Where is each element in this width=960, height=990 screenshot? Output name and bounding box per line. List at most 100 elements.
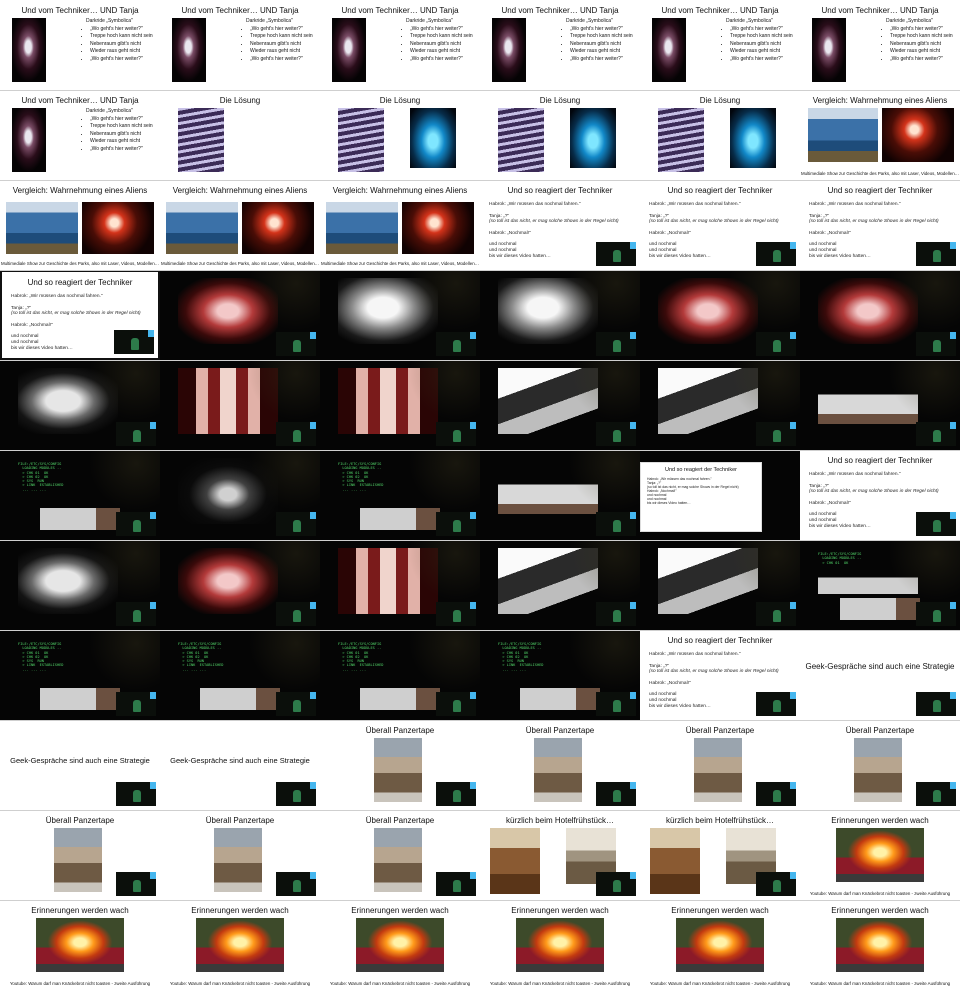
slide-thumbnail[interactable]: FILE:/ETC/SYS/CONFIG LOADING MODULES .. … xyxy=(160,630,320,720)
slide-thumbnail[interactable] xyxy=(0,360,160,450)
slide-thumbnail[interactable]: Und so reagiert der Techniker Habrok: „Wi… xyxy=(480,180,640,270)
slide-thumbnail[interactable]: Überall Panzertape xyxy=(320,810,480,900)
terminal-line: > LINK ESTABLISHED xyxy=(18,663,64,668)
video-frame xyxy=(338,548,438,614)
slide-thumbnail[interactable]: Und so reagiert der Techniker Habrok: „Wi… xyxy=(800,180,960,270)
slide-thumbnail[interactable]: Überall Panzertape xyxy=(800,720,960,810)
row-divider xyxy=(0,719,960,721)
slide-thumbnail[interactable]: Überall Panzertape xyxy=(640,720,800,810)
burning-toaster-photo xyxy=(356,918,444,972)
slide-thumbnail[interactable]: FILE:/ETC/SYS/CONFIG LOADING MODULES .. … xyxy=(480,630,640,720)
slide-thumbnail[interactable]: Und vom Techniker… UND Tanja Darkride „Sy… xyxy=(0,0,160,90)
slide-thumbnail[interactable]: Und vom Techniker… UND Tanja Darkride „Sy… xyxy=(640,0,800,90)
dialogue-line: Habrok: „Wir müssen das nochmal fahren." xyxy=(11,294,103,299)
slide-thumbnail[interactable]: FILE:/ETC/SYS/CONFIG LOADING MODULES .. … xyxy=(0,450,160,540)
list-label: Darkride „Symbolica" xyxy=(246,18,293,24)
bullet-item: Nebenraum gibt's nicht xyxy=(410,41,473,48)
slide-thumbnail[interactable]: Vergleich: Wahrnehmung eines Aliens Multi… xyxy=(800,90,960,180)
slide-thumbnail[interactable] xyxy=(640,270,800,360)
slide-thumbnail[interactable] xyxy=(0,540,160,630)
person-silhouette xyxy=(453,520,461,532)
slide-thumbnail[interactable]: Erinnerungen werden wach Youtube: Warum d… xyxy=(0,900,160,990)
webcam-thumbnail xyxy=(916,512,956,536)
slide-thumbnail[interactable] xyxy=(320,270,480,360)
slide-thumbnail[interactable]: Erinnerungen werden wach Youtube: Warum d… xyxy=(480,900,640,990)
bullet-list: „Wo geht's hier weiter?"Treppe hoch kann… xyxy=(82,116,153,153)
slide-caption: Youtube: Warum darf man Knäckebrot nicht… xyxy=(9,981,151,986)
webcam-thumbnail xyxy=(596,782,636,806)
slide-thumbnail[interactable]: Vergleich: Wahrnehmung eines Aliens Multi… xyxy=(0,180,160,270)
slide-thumbnail[interactable]: Die Lösung xyxy=(160,90,320,180)
slide-thumbnail[interactable]: Erinnerungen werden wach Youtube: Warum d… xyxy=(800,810,960,900)
dialogue-line: Tanja: „?" xyxy=(809,213,830,219)
slide-thumbnail[interactable]: Und vom Techniker… UND Tanja Darkride „Sy… xyxy=(0,90,160,180)
slide-thumbnail[interactable] xyxy=(160,450,320,540)
slide-thumbnail[interactable]: Die Lösung xyxy=(640,90,800,180)
slide-thumbnail[interactable]: FILE:/ETC/SYS/CONFIG LOADING MODULES .. … xyxy=(800,540,960,630)
slide-thumbnail[interactable]: Und so reagiert der Techniker Habrok: „Wi… xyxy=(640,630,800,720)
terminal-line: ... ... ... xyxy=(498,667,527,672)
webcam-thumbnail xyxy=(436,512,476,536)
slide-thumbnail[interactable]: Überall Panzertape xyxy=(320,720,480,810)
slide-thumbnail[interactable]: Und vom Techniker… UND Tanja Darkride „Sy… xyxy=(480,0,640,90)
dialogue-line: Habrok: „Nochmal!" xyxy=(809,230,851,236)
person-silhouette xyxy=(933,790,941,802)
person-silhouette xyxy=(133,880,141,892)
bullet-item: „Wo geht's hier weiter?" xyxy=(90,116,153,123)
gaffer-tape-photo xyxy=(54,828,102,892)
slide-thumbnail[interactable]: Und vom Techniker… UND Tanja Darkride „Sy… xyxy=(800,0,960,90)
slide-thumbnail[interactable]: Und vom Techniker… UND Tanja Darkride „Sy… xyxy=(320,0,480,90)
gaffer-tape-photo xyxy=(694,738,742,802)
person-silhouette xyxy=(293,790,301,802)
slide-title: Und so reagiert der Techniker xyxy=(827,186,933,195)
slide-title: kürzlich beim Hotelfrühstück… xyxy=(665,816,775,825)
slide-title: Vergleich: Wahrnehmung eines Aliens xyxy=(812,96,948,105)
slide-thumbnail[interactable]: Die Lösung xyxy=(320,90,480,180)
slide-thumbnail[interactable]: Erinnerungen werden wach Youtube: Warum d… xyxy=(640,900,800,990)
slide-thumbnail[interactable]: FILE:/ETC/SYS/CONFIG LOADING MODULES .. … xyxy=(320,450,480,540)
slide-title: Und vom Techniker… UND Tanja xyxy=(181,6,299,15)
slide-thumbnail[interactable]: kürzlich beim Hotelfrühstück… xyxy=(640,810,800,900)
slide-thumbnail[interactable]: FILE:/ETC/SYS/CONFIG LOADING MODULES .. … xyxy=(320,630,480,720)
slide-thumbnail[interactable]: Und vom Techniker… UND Tanja Darkride „Sy… xyxy=(160,0,320,90)
slide-thumbnail[interactable] xyxy=(480,540,640,630)
slide-thumbnail[interactable]: Die Lösung xyxy=(480,90,640,180)
terminal-line: FILE:/ETC/SYS/CONFIG xyxy=(338,462,382,466)
slide-thumbnail[interactable]: Erinnerungen werden wach Youtube: Warum d… xyxy=(160,900,320,990)
terminal-line: > CHK 01 OK xyxy=(178,650,209,655)
slide-thumbnail[interactable]: FILE:/ETC/SYS/CONFIG LOADING MODULES .. … xyxy=(0,630,160,720)
slide-thumbnail[interactable] xyxy=(800,360,960,450)
slide-thumbnail[interactable] xyxy=(640,360,800,450)
slide-thumbnail[interactable] xyxy=(160,270,320,360)
slide-thumbnail[interactable]: Und so reagiert der Techniker Habrok: „Wi… xyxy=(640,180,800,270)
slide-thumbnail[interactable] xyxy=(800,270,960,360)
slide-thumbnail[interactable] xyxy=(480,450,640,540)
slide-thumbnail[interactable] xyxy=(640,540,800,630)
stage-photo xyxy=(812,18,846,82)
dialogue-line: Tanja: „?" xyxy=(489,213,510,219)
slide-thumbnail[interactable] xyxy=(480,270,640,360)
slide-thumbnail[interactable]: kürzlich beim Hotelfrühstück… xyxy=(480,810,640,900)
slide-thumbnail[interactable]: Überall Panzertape xyxy=(480,720,640,810)
slide-thumbnail[interactable]: Erinnerungen werden wach Youtube: Warum d… xyxy=(320,900,480,990)
slide-thumbnail[interactable]: Und so reagiert der Techniker Habrok: „Wi… xyxy=(640,450,800,540)
screen-glow xyxy=(310,872,316,879)
slide-thumbnail[interactable]: Vergleich: Wahrnehmung eines Aliens Multi… xyxy=(160,180,320,270)
slide-thumbnail[interactable] xyxy=(160,360,320,450)
slide-thumbnail[interactable]: Überall Panzertape xyxy=(0,810,160,900)
slide-thumbnail[interactable]: Geek-Gespräche sind auch eine Strategie xyxy=(800,630,960,720)
slide-thumbnail[interactable]: Geek-Gespräche sind auch eine Strategie xyxy=(0,720,160,810)
slide-thumbnail[interactable]: Vergleich: Wahrnehmung eines Aliens Multi… xyxy=(320,180,480,270)
slide-thumbnail[interactable]: Erinnerungen werden wach Youtube: Warum d… xyxy=(800,900,960,990)
slide-thumbnail[interactable]: Und so reagiert der Techniker Habrok: „Wi… xyxy=(0,270,160,360)
slide-thumbnail[interactable] xyxy=(320,360,480,450)
slide-thumbnail[interactable]: Und so reagiert der Techniker Habrok: „Wi… xyxy=(800,450,960,540)
breakfast-room-photo xyxy=(490,828,540,894)
slide-thumbnail[interactable] xyxy=(480,360,640,450)
slide-thumbnail[interactable]: Überall Panzertape xyxy=(160,810,320,900)
slide-thumbnail[interactable] xyxy=(320,540,480,630)
terminal-line: LOADING MODULES .. xyxy=(338,466,382,471)
slide-thumbnail[interactable]: Geek-Gespräche sind auch eine Strategie xyxy=(160,720,320,810)
person-silhouette xyxy=(613,610,621,622)
slide-thumbnail[interactable] xyxy=(160,540,320,630)
